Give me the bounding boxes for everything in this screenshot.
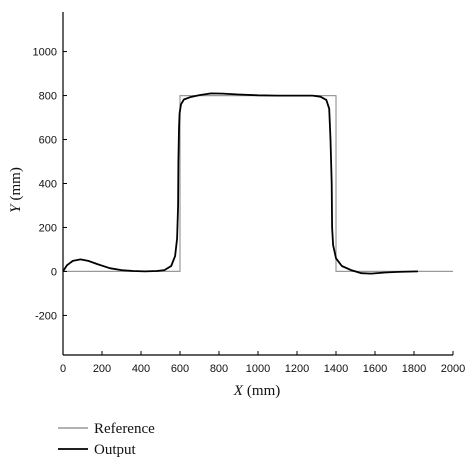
x-axis-title: X (mm) [233,383,281,399]
legend-label-output: Output [94,442,137,458]
legend-label-reference: Reference [94,421,155,437]
tick-marks [62,51,454,355]
plot-lines [62,92,453,275]
x-tick-label: 800 [210,363,228,375]
x-tick-label: 1200 [285,363,309,375]
y-tick-label: 200 [39,222,57,234]
x-tick-label: 600 [171,363,189,375]
axes [62,12,453,356]
y-tick-label: 0 [51,266,57,278]
x-tick-label: 200 [93,363,111,375]
x-tick-label: 1600 [363,363,387,375]
x-tick-label: 400 [132,363,150,375]
y-axis-title: Y(mm) [8,167,24,213]
x-tick-label: 1400 [324,363,348,375]
y-tick-label: -200 [35,310,57,322]
x-tick-label: 1000 [246,363,270,375]
x-tick-label: 1800 [402,363,426,375]
y-tick-label: 1000 [33,47,57,59]
series-line-reference [63,94,453,272]
x-tick-label: 2000 [441,363,465,375]
y-tick-label: 600 [39,135,57,147]
x-tick-label: 0 [60,363,66,375]
y-tick-label: 800 [39,91,57,103]
series-line-output [62,92,418,275]
tick-labels: 0 200 400 600 800 1000 1200 1400 1600 1800 2000-20… [33,47,466,375]
y-tick-label: 400 [39,179,57,191]
legend: Reference Output [58,421,155,458]
